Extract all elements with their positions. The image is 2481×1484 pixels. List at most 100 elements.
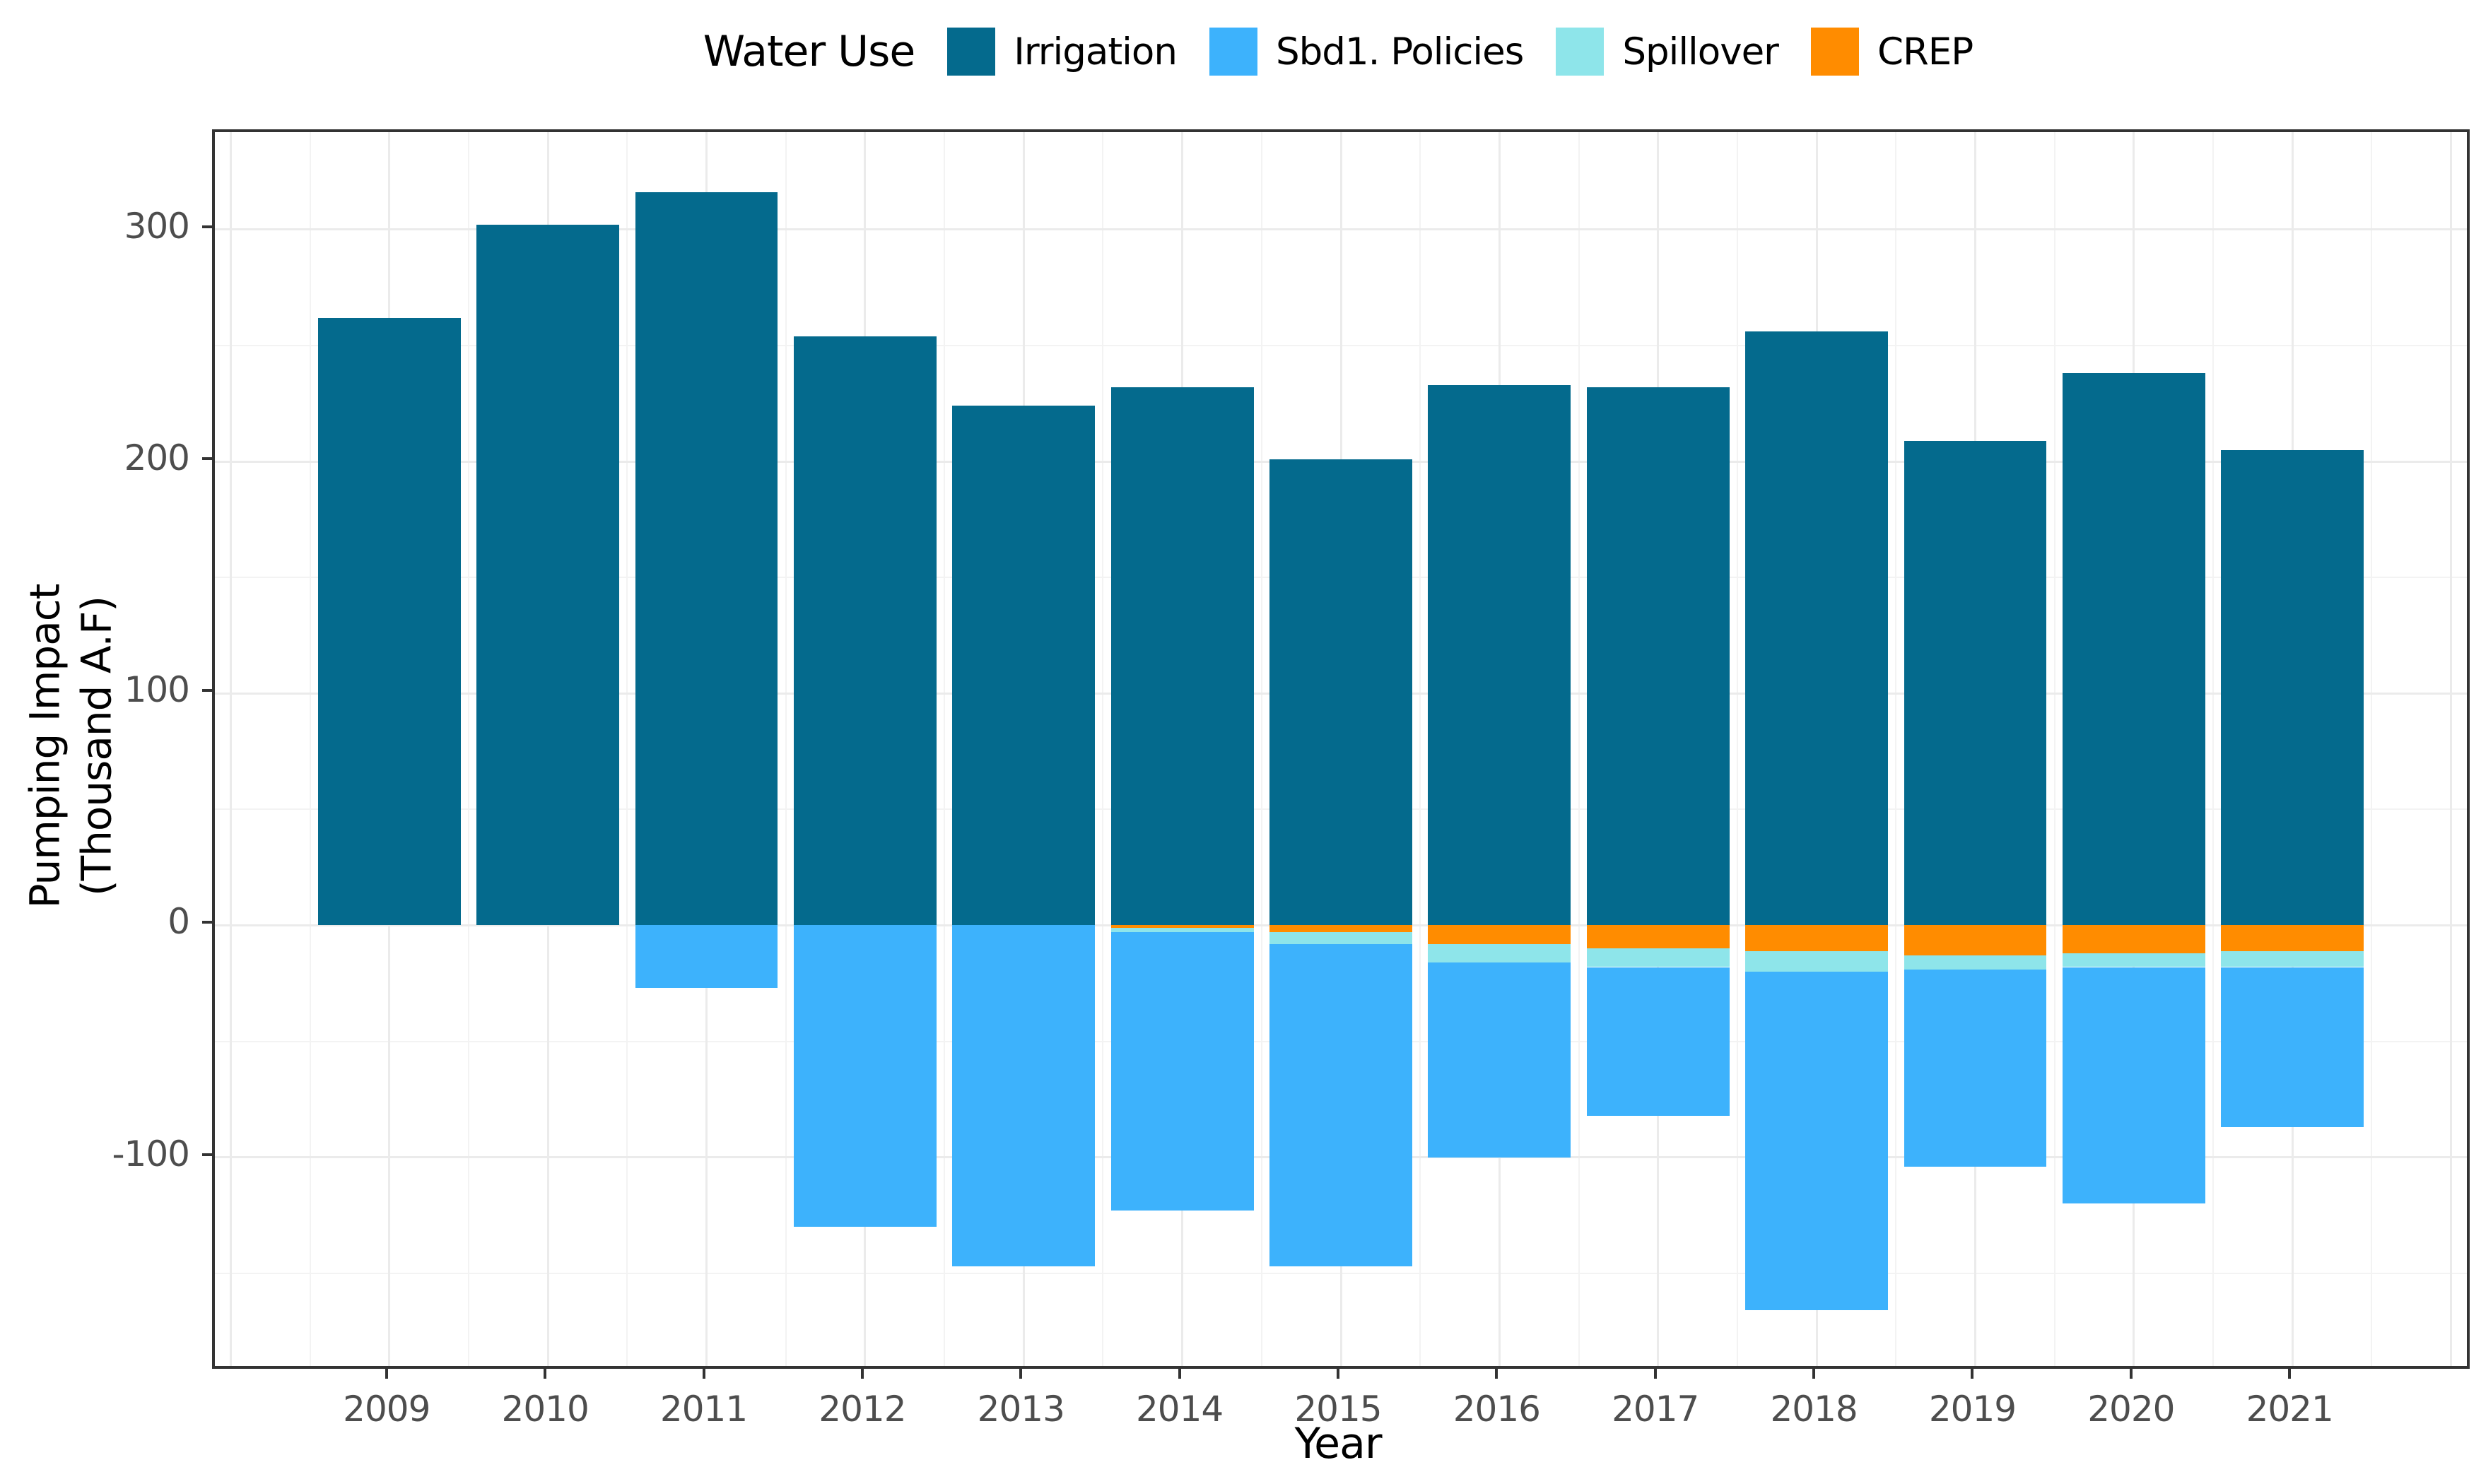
legend-label: Irrigation: [1014, 30, 1178, 73]
bar-2018-spillover: [1745, 950, 1889, 972]
bar-2020-irrigation: [2062, 373, 2205, 926]
bar-2020-sbd1-policies: [2062, 967, 2205, 1204]
x-tick-label: 2012: [819, 1389, 906, 1430]
x-tick-mark: [544, 1369, 547, 1379]
legend-item-sbd1-policies: Sbd1. Policies: [1209, 28, 1524, 76]
x-tick-mark: [2129, 1369, 2133, 1379]
legend-swatch-crep: [1810, 28, 1859, 76]
gridline-v-minor: [2371, 132, 2373, 1366]
bar-2016-irrigation: [1428, 384, 1571, 926]
y-tick-label: 0: [168, 901, 190, 943]
bar-2015-spillover: [1269, 932, 1412, 944]
bar-2014-crep: [1110, 925, 1254, 928]
x-tick-mark: [1495, 1369, 1498, 1379]
x-tick-label: 2009: [343, 1389, 430, 1430]
bar-2016-spillover: [1428, 943, 1571, 962]
plot-panel: [212, 129, 2470, 1369]
legend-swatch-irrigation: [947, 28, 996, 76]
x-tick-label: 2011: [659, 1389, 748, 1430]
bar-2019-sbd1-policies: [1904, 969, 2047, 1167]
x-tick-label: 2018: [1770, 1389, 1858, 1430]
gridline-v-major: [2450, 132, 2453, 1366]
y-tick-mark: [202, 689, 212, 693]
gridline-v-minor: [1102, 132, 1104, 1366]
x-tick-label: 2017: [1612, 1389, 1699, 1430]
bar-2015-crep: [1269, 925, 1412, 933]
bar-2009-irrigation: [317, 317, 461, 926]
bar-2017-sbd1-policies: [1586, 967, 1730, 1116]
gridline-v-minor: [1895, 132, 1897, 1366]
bar-2011-irrigation: [635, 192, 778, 926]
bar-2016-crep: [1428, 925, 1571, 944]
bar-2020-crep: [2062, 925, 2205, 953]
bar-2021-sbd1-policies: [2221, 967, 2364, 1127]
x-tick-mark: [1178, 1369, 1181, 1379]
gridline-v-minor: [1419, 132, 1421, 1366]
bar-2019-spillover: [1904, 955, 2047, 970]
bar-2014-spillover: [1110, 927, 1254, 933]
x-tick-mark: [2288, 1369, 2292, 1379]
x-tick-label: 2010: [501, 1389, 590, 1430]
y-tick-label: 100: [124, 669, 190, 711]
y-tick-mark: [202, 1153, 212, 1156]
x-tick-mark: [1337, 1369, 1339, 1379]
bar-2017-spillover: [1586, 948, 1730, 967]
x-tick-label: 2015: [1294, 1389, 1382, 1430]
legend-item-crep: CREP: [1810, 28, 1973, 76]
bar-2021-spillover: [2221, 950, 2364, 967]
y-tick-label: -100: [112, 1133, 190, 1174]
gridline-v-minor: [309, 132, 311, 1366]
x-tick-mark: [1812, 1369, 1816, 1379]
legend-label: CREP: [1877, 30, 1973, 73]
x-tick-label: 2021: [2246, 1389, 2334, 1430]
bar-2018-crep: [1745, 925, 1889, 951]
gridline-v-minor: [2053, 132, 2055, 1366]
bar-2010-irrigation: [476, 225, 620, 926]
y-tick-mark: [202, 225, 212, 228]
bar-2021-crep: [2221, 925, 2364, 951]
bar-2017-crep: [1586, 925, 1730, 949]
y-axis-title-line1: Pumping Impact: [20, 584, 69, 909]
gridline-v-minor: [2212, 132, 2214, 1366]
bar-2018-irrigation: [1745, 331, 1889, 926]
y-axis-title: Pumping Impact (Thousand A.F): [20, 584, 122, 909]
bar-2015-irrigation: [1269, 459, 1412, 926]
y-tick-label: 300: [124, 205, 190, 247]
bar-2020-spillover: [2062, 953, 2205, 967]
legend-item-spillover: Spillover: [1556, 28, 1779, 76]
x-tick-mark: [1971, 1369, 1974, 1379]
bar-2013-sbd1-policies: [952, 925, 1096, 1266]
y-tick-mark: [202, 921, 212, 924]
gridline-v-minor: [785, 132, 787, 1366]
bar-2012-sbd1-policies: [793, 925, 937, 1227]
legend: Water Use Irrigation Sbd1. Policies Spillo…: [212, 13, 2464, 90]
x-tick-label: 2020: [2087, 1389, 2175, 1430]
y-axis-title-line2: (Thousand A.F): [72, 596, 120, 896]
y-tick-mark: [202, 457, 212, 461]
legend-swatch-spillover: [1556, 28, 1605, 76]
bar-2018-sbd1-policies: [1745, 972, 1889, 1311]
x-axis-title: Year: [1294, 1419, 1382, 1468]
legend-title: Water Use: [703, 27, 916, 76]
legend-label: Spillover: [1622, 30, 1779, 73]
bar-2013-irrigation: [952, 406, 1096, 926]
gridline-v-major: [229, 132, 232, 1366]
bar-2016-sbd1-policies: [1428, 962, 1571, 1158]
bar-2014-sbd1-policies: [1110, 932, 1254, 1211]
x-tick-mark: [860, 1369, 864, 1379]
bar-2021-irrigation: [2221, 449, 2364, 926]
x-tick-label: 2013: [977, 1389, 1065, 1430]
x-tick-mark: [1653, 1369, 1657, 1379]
gridline-v-minor: [1260, 132, 1262, 1366]
gridline-v-minor: [1578, 132, 1580, 1366]
bar-2015-sbd1-policies: [1269, 943, 1412, 1266]
bar-2011-sbd1-policies: [635, 925, 778, 989]
x-tick-label: 2019: [1928, 1389, 2017, 1430]
bar-2014-irrigation: [1110, 387, 1254, 926]
legend-item-irrigation: Irrigation: [947, 28, 1178, 76]
y-tick-label: 200: [124, 437, 190, 479]
bar-2017-irrigation: [1586, 387, 1730, 926]
bar-2019-crep: [1904, 925, 2047, 956]
x-tick-label: 2014: [1136, 1389, 1224, 1430]
gridline-v-minor: [626, 132, 628, 1366]
